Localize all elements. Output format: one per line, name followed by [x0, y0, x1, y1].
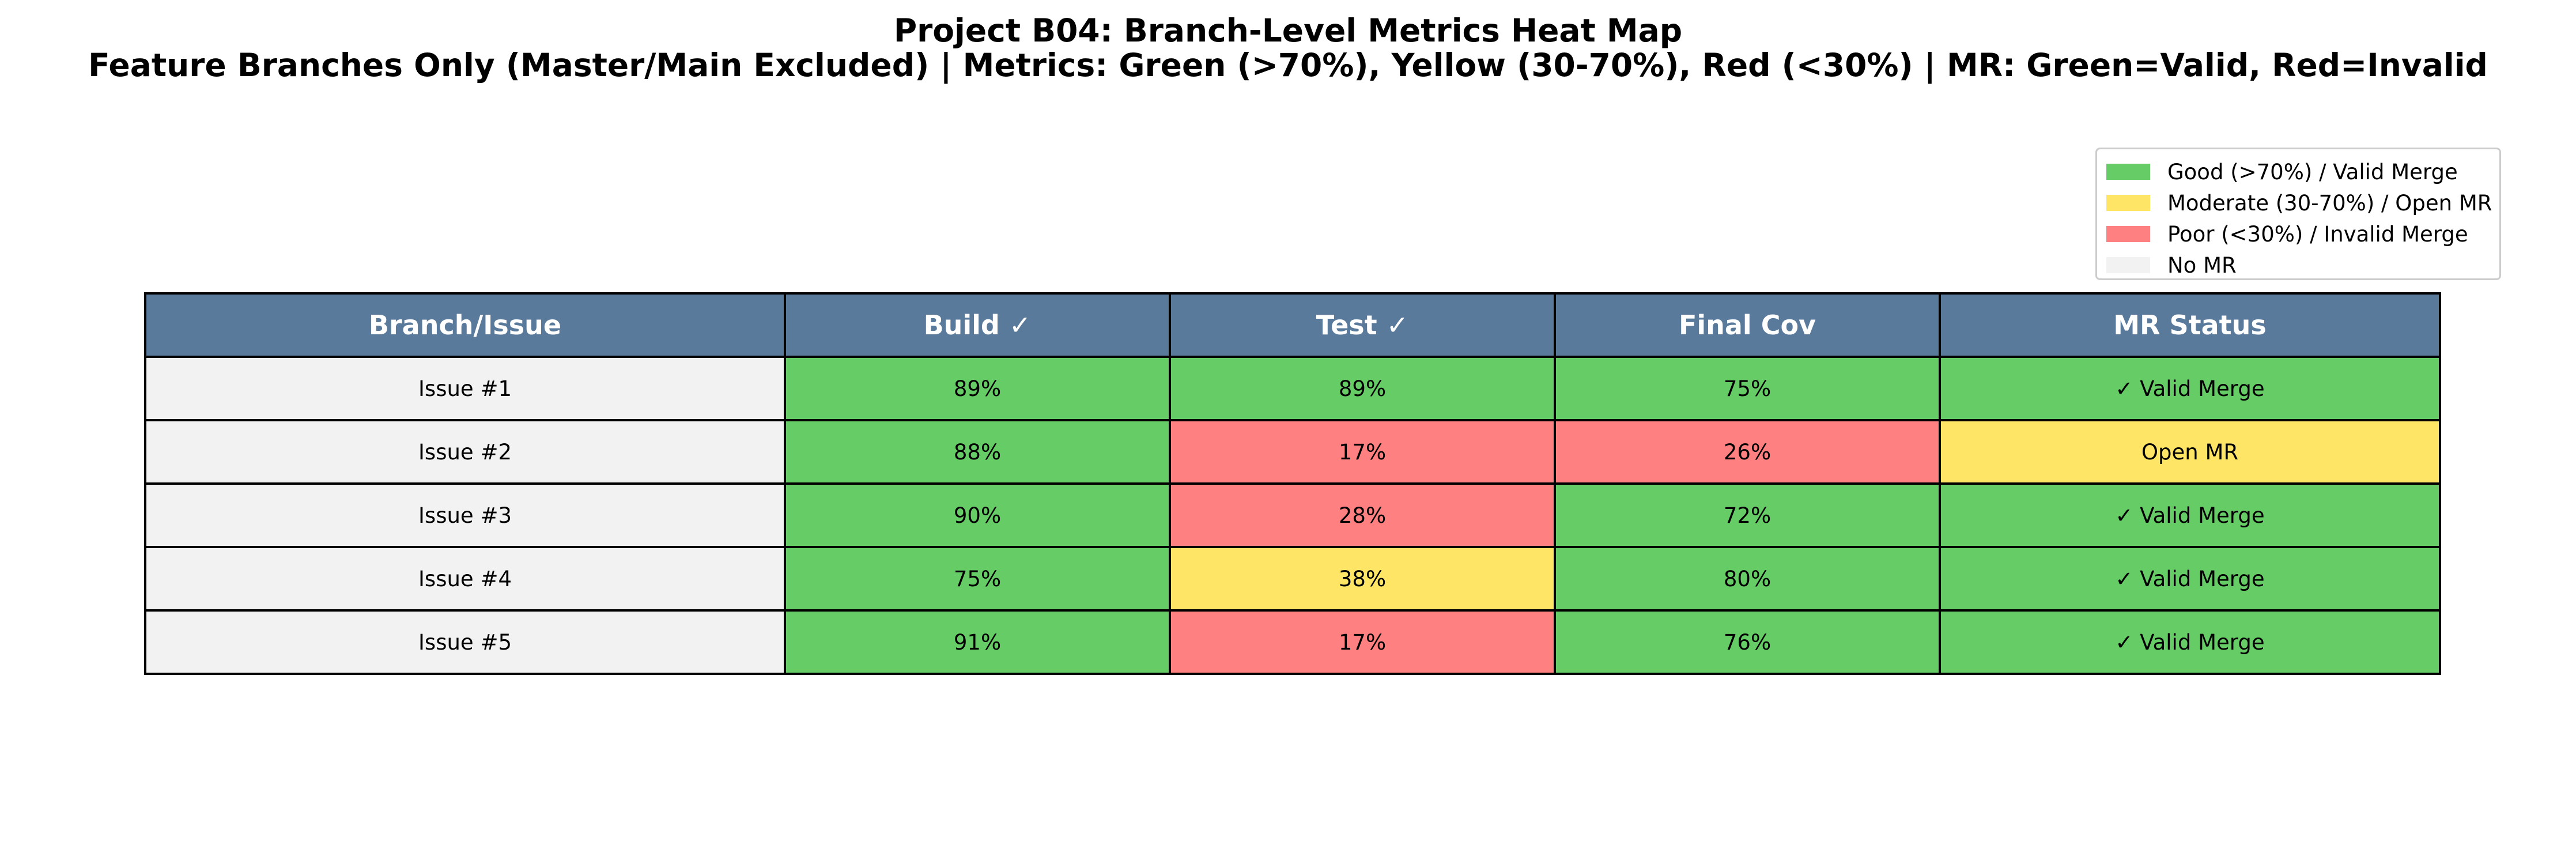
legend-swatch — [2106, 195, 2150, 211]
column-header: Build ✓ — [784, 292, 1171, 358]
metric-cell: 17% — [1169, 609, 1556, 675]
metric-cell: 89% — [1169, 356, 1556, 421]
chart-title: Project B04: Branch-Level Metrics Heat M… — [893, 12, 1683, 49]
metric-cell: 76% — [1554, 609, 1941, 675]
chart-subtitle: Feature Branches Only (Master/Main Exclu… — [88, 47, 2488, 84]
metric-cell: 17% — [1169, 419, 1556, 485]
table-row: Issue #4 75% 38% 80% ✓ Valid Merge — [144, 546, 2441, 612]
metric-cell: ✓ Valid Merge — [1939, 546, 2441, 612]
legend-entry: Poor (<30%) / Invalid Merge — [2097, 218, 2499, 250]
table-header-row: Branch/Issue Build ✓ Test ✓ Final Cov MR Sta… — [144, 292, 2441, 358]
metric-cell: 72% — [1554, 482, 1941, 548]
metric-cell: 90% — [784, 482, 1171, 548]
column-header: Branch/Issue — [144, 292, 786, 358]
branch-label-cell: Issue #3 — [144, 482, 786, 548]
column-header: Final Cov — [1554, 292, 1941, 358]
metric-cell: 75% — [1554, 356, 1941, 421]
table-row: Issue #2 88% 17% 26% Open MR — [144, 419, 2441, 485]
metric-cell: 88% — [784, 419, 1171, 485]
column-header: Test ✓ — [1169, 292, 1556, 358]
legend-swatch — [2106, 164, 2150, 180]
metric-cell: 28% — [1169, 482, 1556, 548]
metric-cell: 80% — [1554, 546, 1941, 612]
metric-cell: 75% — [784, 546, 1171, 612]
legend-label: No MR — [2167, 252, 2237, 278]
legend-swatch — [2106, 257, 2150, 273]
heatmap-table: Branch/Issue Build ✓ Test ✓ Final Cov MR Sta… — [144, 292, 2441, 675]
legend-entry: Good (>70%) / Valid Merge — [2097, 156, 2499, 187]
metric-cell: Open MR — [1939, 419, 2441, 485]
metric-cell: 26% — [1554, 419, 1941, 485]
branch-label-cell: Issue #2 — [144, 419, 786, 485]
table-row: Issue #3 90% 28% 72% ✓ Valid Merge — [144, 482, 2441, 548]
metric-cell: ✓ Valid Merge — [1939, 482, 2441, 548]
metric-cell: ✓ Valid Merge — [1939, 356, 2441, 421]
branch-label-cell: Issue #4 — [144, 546, 786, 612]
legend-label: Poor (<30%) / Invalid Merge — [2167, 221, 2468, 247]
legend-swatch — [2106, 226, 2150, 242]
table-row: Issue #1 89% 89% 75% ✓ Valid Merge — [144, 356, 2441, 421]
column-header: MR Status — [1939, 292, 2441, 358]
metric-cell: 91% — [784, 609, 1171, 675]
metric-cell: 38% — [1169, 546, 1556, 612]
legend-entry: No MR — [2097, 250, 2499, 281]
branch-label-cell: Issue #5 — [144, 609, 786, 675]
branch-label-cell: Issue #1 — [144, 356, 786, 421]
metric-cell: ✓ Valid Merge — [1939, 609, 2441, 675]
legend-label: Good (>70%) / Valid Merge — [2167, 159, 2458, 184]
table-row: Issue #5 91% 17% 76% ✓ Valid Merge — [144, 609, 2441, 675]
legend: Good (>70%) / Valid Merge Moderate (30-70… — [2095, 148, 2501, 280]
legend-label: Moderate (30-70%) / Open MR — [2167, 190, 2492, 216]
metric-cell: 89% — [784, 356, 1171, 421]
legend-entry: Moderate (30-70%) / Open MR — [2097, 187, 2499, 218]
